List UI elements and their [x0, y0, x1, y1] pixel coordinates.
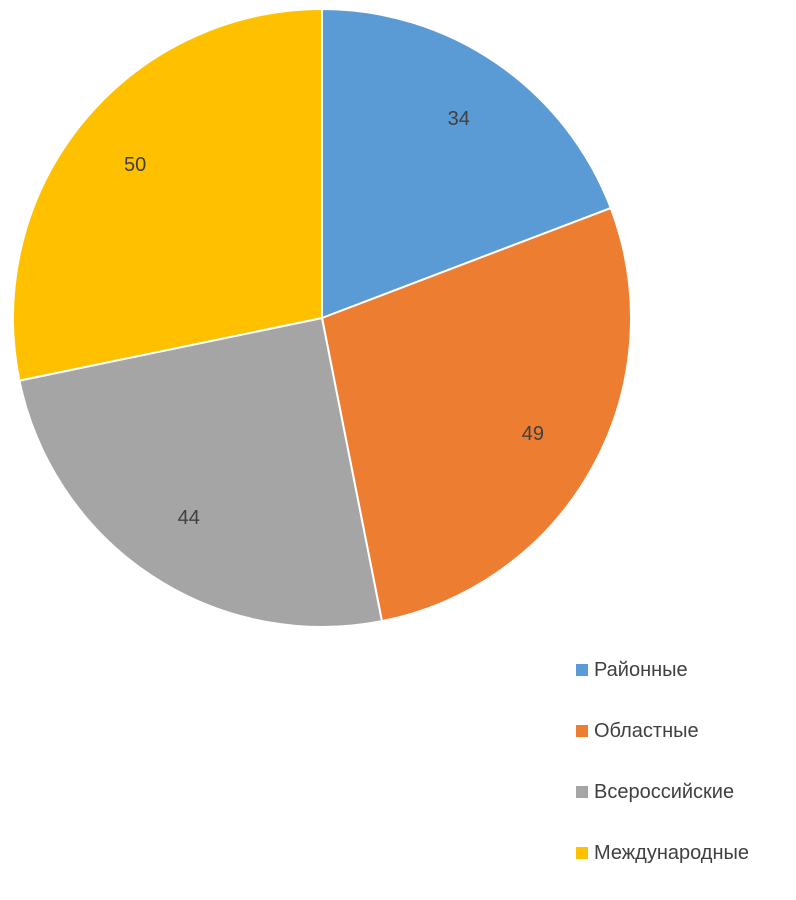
data-label-2: 49 [522, 423, 544, 445]
legend-label: Районные [594, 659, 688, 681]
pie-slices [12, 7, 632, 628]
data-label-1: 34 [448, 108, 470, 130]
legend-item-2: Областные [576, 717, 791, 745]
pie-slice-3 [18, 316, 384, 628]
legend-swatch [576, 664, 588, 676]
legend-swatch [576, 786, 588, 798]
legend-label: Областные [594, 720, 699, 742]
legend-swatch [576, 725, 588, 737]
legend-label: Всероссийские [594, 781, 735, 803]
chart-legend: Районные Областные Всероссийские Международ… [576, 656, 791, 900]
pie-slice-1 [321, 7, 613, 320]
legend-item-3: Всероссийские [576, 778, 791, 806]
pie-slice-2 [320, 206, 632, 623]
pie-data-labels: 34 49 44 50 [124, 108, 544, 529]
legend-item-1: Районные [576, 656, 791, 684]
data-label-3: 44 [178, 507, 200, 529]
legend-item-4: Международные [576, 839, 791, 867]
legend-swatch [576, 847, 588, 859]
data-label-4: 50 [124, 154, 146, 176]
pie-slice-4 [12, 7, 323, 382]
legend-label: Международные [594, 842, 750, 864]
